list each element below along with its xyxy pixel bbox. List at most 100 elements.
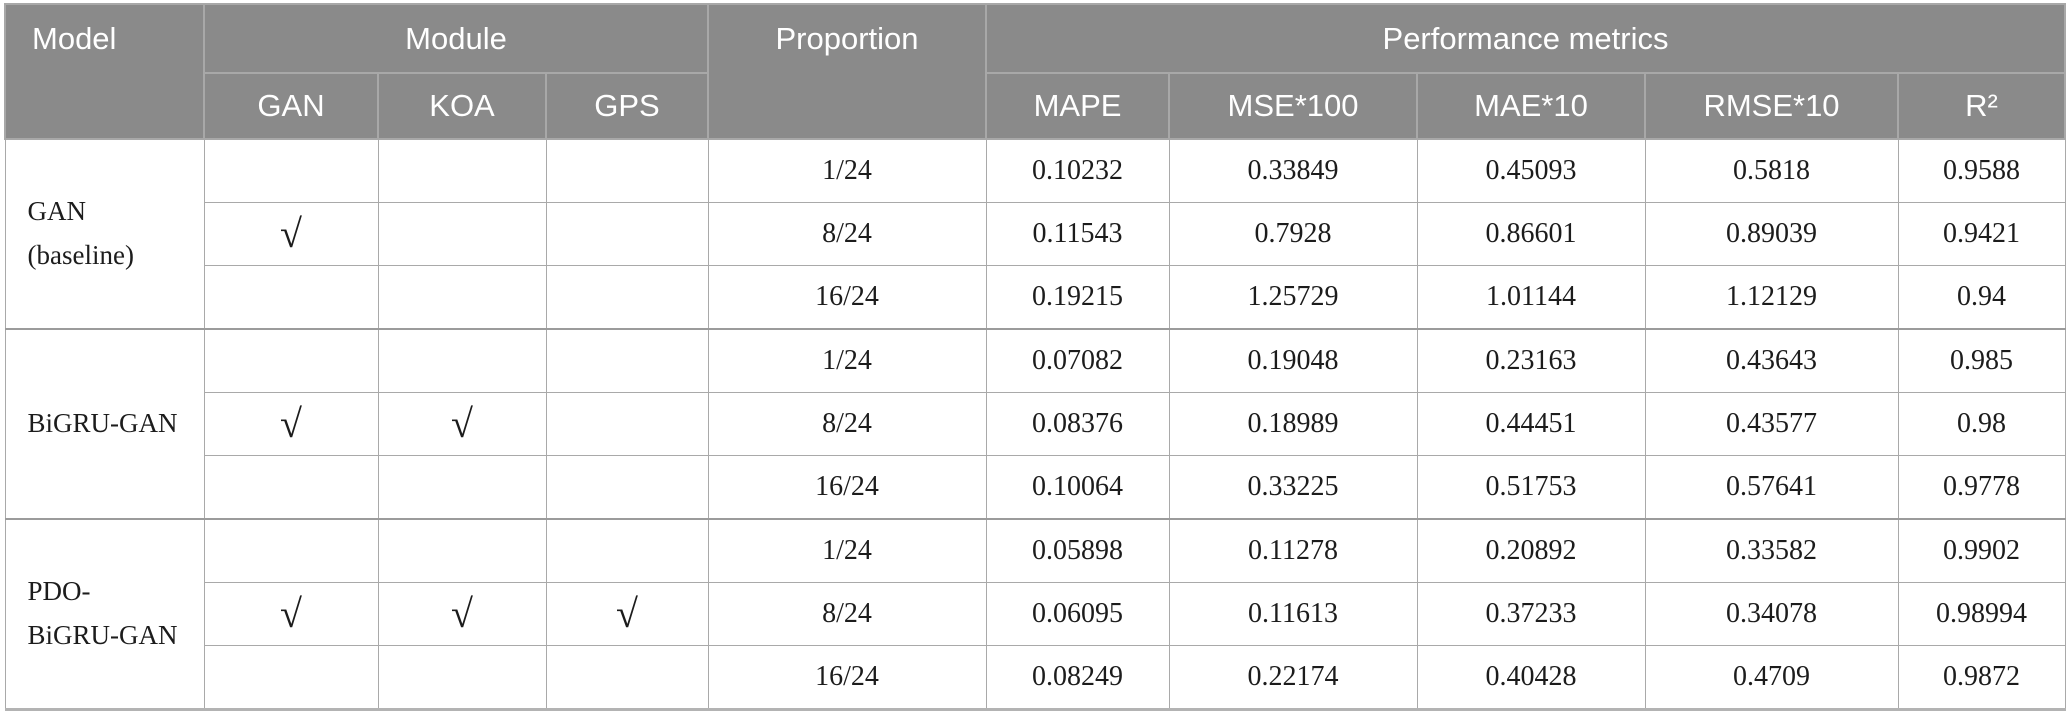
model-label-line: (baseline): [27, 240, 134, 270]
metric-cell-rmse10: 0.4709: [1644, 645, 1899, 710]
metric-cell-mae10: 0.44451: [1416, 392, 1646, 456]
model-cell: BiGRU-GAN: [4, 328, 205, 520]
module-cell-gps: [545, 455, 709, 520]
metric-cell-rmse10: 0.5818: [1644, 138, 1899, 203]
metric-cell-rmse10: 1.12129: [1644, 265, 1899, 330]
model-label-line: BiGRU-GAN: [27, 408, 178, 439]
module-cell-koa: [377, 455, 547, 520]
module-cell-koa: [377, 518, 547, 583]
metric-cell-mae10: 0.40428: [1416, 645, 1646, 710]
model-label-line: PDO-: [27, 576, 91, 607]
module-cell-gan: [203, 328, 379, 393]
module-cell-koa: √: [377, 392, 547, 456]
metric-cell-mse100: 0.33225: [1168, 455, 1418, 520]
col-header-rmse10: RMSE*10: [1644, 72, 1899, 140]
col-header-mape: MAPE: [985, 72, 1170, 140]
metric-cell-mae10: 0.37233: [1416, 582, 1646, 646]
table-row: PDO- BiGRU-GAN 1/24 0.05898 0.11278 0.20892 0.…: [4, 518, 2066, 710]
metric-cell-mae10: 0.51753: [1416, 455, 1646, 520]
metric-cell-mse100: 0.11613: [1168, 582, 1418, 646]
metric-cell-mse100: 0.33849: [1168, 138, 1418, 203]
metric-cell-r2: 0.98994: [1897, 582, 2066, 646]
metric-cell-r2: 0.9902: [1897, 518, 2066, 583]
metric-cell-r2: 0.9778: [1897, 455, 2066, 520]
col-header-module: Module: [203, 3, 709, 74]
proportion-cell: 1/24: [707, 518, 987, 583]
module-cell-gps: [545, 202, 709, 266]
table-row: √ 8/24 0.11543 0.7928 0.86601 0.89039 0.9421: [5, 202, 2066, 266]
module-cell-gps: √: [545, 582, 709, 646]
metric-cell-mse100: 0.22174: [1168, 645, 1418, 710]
checkmark-icon: √: [280, 400, 302, 446]
metric-cell-mape: 0.19215: [985, 265, 1170, 330]
metric-cell-r2: 0.985: [1897, 328, 2066, 393]
metric-cell-r2: 0.9872: [1897, 645, 2066, 710]
module-cell-gan: [203, 455, 379, 520]
metric-cell-mse100: 0.19048: [1168, 328, 1418, 393]
module-cell-gan: √: [203, 582, 379, 646]
metric-cell-mape: 0.07082: [985, 328, 1170, 393]
col-header-mse100: MSE*100: [1168, 72, 1418, 140]
col-header-koa: KOA: [377, 72, 547, 140]
metric-cell-mape: 0.10064: [985, 455, 1170, 520]
metric-cell-mape: 0.08249: [985, 645, 1170, 710]
table-figure: Model Module Proportion Performance metr…: [4, 3, 2066, 711]
module-cell-koa: [377, 645, 547, 710]
proportion-cell: 16/24: [707, 645, 987, 710]
module-cell-koa: [377, 202, 547, 266]
model-label-line: BiGRU-GAN: [27, 620, 178, 650]
proportion-cell: 8/24: [707, 202, 987, 266]
model-cell: GAN (baseline): [4, 138, 205, 330]
checkmark-icon: √: [280, 590, 302, 636]
proportion-cell: 1/24: [707, 328, 987, 393]
metric-cell-mae10: 0.20892: [1416, 518, 1646, 583]
module-cell-gps: [545, 645, 709, 710]
col-header-proportion: Proportion: [707, 3, 987, 140]
module-cell-gps: [545, 265, 709, 330]
metric-cell-r2: 0.94: [1897, 265, 2066, 330]
module-cell-gan: [203, 265, 379, 330]
proportion-cell: 16/24: [707, 265, 987, 330]
table-body: GAN (baseline) 1/24 0.10232 0.33849 0.45093 0.…: [4, 138, 2066, 710]
model-label-line: GAN: [27, 196, 87, 227]
proportion-cell: 8/24: [707, 392, 987, 456]
col-header-performance-metrics: Performance metrics: [985, 3, 2066, 74]
metric-cell-mape: 0.05898: [985, 518, 1170, 583]
metric-cell-rmse10: 0.43643: [1644, 328, 1899, 393]
metric-cell-mae10: 0.86601: [1416, 202, 1646, 266]
module-cell-gan: [203, 645, 379, 710]
module-cell-koa: [377, 138, 547, 203]
metric-cell-rmse10: 0.57641: [1644, 455, 1899, 520]
module-cell-gps: [545, 392, 709, 456]
ablation-results-table: Model Module Proportion Performance metr…: [4, 3, 2066, 711]
metric-cell-r2: 0.9421: [1897, 202, 2066, 266]
metric-cell-r2: 0.98: [1897, 392, 2066, 456]
checkmark-icon: √: [451, 590, 473, 636]
metric-cell-mape: 0.08376: [985, 392, 1170, 456]
module-cell-gan: [203, 518, 379, 583]
metric-cell-rmse10: 0.34078: [1644, 582, 1899, 646]
module-cell-gan: √: [203, 392, 379, 456]
checkmark-icon: √: [280, 210, 302, 256]
module-cell-koa: √: [377, 582, 547, 646]
module-cell-koa: [377, 265, 547, 330]
table-row: √ √ 8/24 0.08376 0.18989 0.44451 0.43577 0.98: [5, 392, 2066, 456]
metric-cell-mape: 0.06095: [985, 582, 1170, 646]
table-row: 16/24 0.08249 0.22174 0.40428 0.4709 0.9872: [5, 645, 2066, 710]
table-row: BiGRU-GAN 1/24 0.07082 0.19048 0.23163 0.4364…: [4, 328, 2066, 520]
table-header: Model Module Proportion Performance metr…: [4, 3, 2066, 140]
metric-cell-mse100: 0.11278: [1168, 518, 1418, 583]
col-header-model: Model: [4, 3, 205, 140]
module-cell-gps: [545, 138, 709, 203]
table-row: 16/24 0.10064 0.33225 0.51753 0.57641 0.9778: [5, 455, 2066, 520]
metric-cell-mse100: 0.7928: [1168, 202, 1418, 266]
metric-cell-mae10: 1.01144: [1416, 265, 1646, 330]
module-cell-koa: [377, 328, 547, 393]
metric-cell-mape: 0.10232: [985, 138, 1170, 203]
table-row: 16/24 0.19215 1.25729 1.01144 1.12129 0.94: [5, 265, 2066, 330]
metric-cell-mse100: 1.25729: [1168, 265, 1418, 330]
checkmark-icon: √: [616, 590, 638, 636]
col-header-mae10: MAE*10: [1416, 72, 1646, 140]
metric-cell-mse100: 0.18989: [1168, 392, 1418, 456]
proportion-cell: 16/24: [707, 455, 987, 520]
